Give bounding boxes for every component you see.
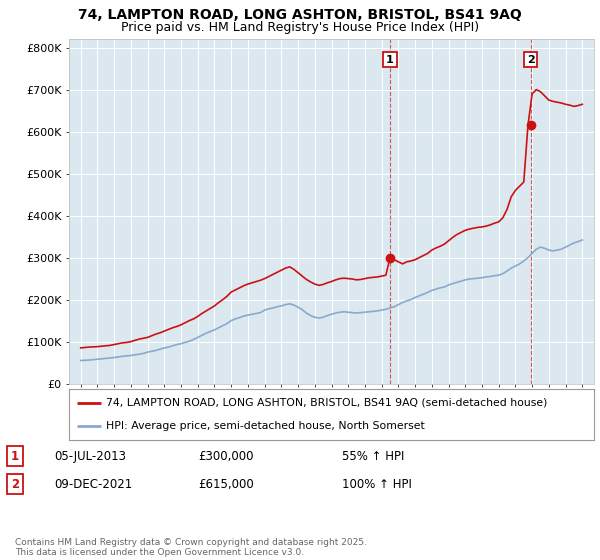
Text: 2: 2 <box>11 478 19 491</box>
Text: Contains HM Land Registry data © Crown copyright and database right 2025.
This d: Contains HM Land Registry data © Crown c… <box>15 538 367 557</box>
Text: £300,000: £300,000 <box>198 450 254 463</box>
Text: HPI: Average price, semi-detached house, North Somerset: HPI: Average price, semi-detached house,… <box>106 421 425 431</box>
Text: 74, LAMPTON ROAD, LONG ASHTON, BRISTOL, BS41 9AQ (semi-detached house): 74, LAMPTON ROAD, LONG ASHTON, BRISTOL, … <box>106 398 547 408</box>
Text: 55% ↑ HPI: 55% ↑ HPI <box>342 450 404 463</box>
Text: Price paid vs. HM Land Registry's House Price Index (HPI): Price paid vs. HM Land Registry's House … <box>121 21 479 34</box>
Text: 05-JUL-2013: 05-JUL-2013 <box>54 450 126 463</box>
Text: £615,000: £615,000 <box>198 478 254 491</box>
Text: 2: 2 <box>527 55 535 65</box>
Text: 09-DEC-2021: 09-DEC-2021 <box>54 478 132 491</box>
Text: 100% ↑ HPI: 100% ↑ HPI <box>342 478 412 491</box>
Text: 1: 1 <box>386 55 394 65</box>
Text: 74, LAMPTON ROAD, LONG ASHTON, BRISTOL, BS41 9AQ: 74, LAMPTON ROAD, LONG ASHTON, BRISTOL, … <box>78 8 522 22</box>
Text: 1: 1 <box>11 450 19 463</box>
